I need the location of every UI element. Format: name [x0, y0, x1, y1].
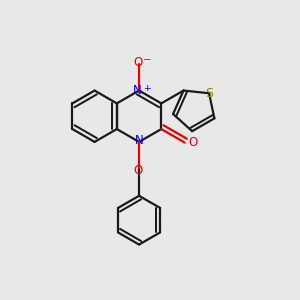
- Text: +: +: [143, 84, 151, 93]
- Text: −: −: [143, 55, 152, 64]
- Text: O: O: [133, 56, 142, 69]
- Text: N: N: [133, 84, 142, 97]
- Text: O: O: [189, 136, 198, 149]
- Text: S: S: [205, 87, 213, 101]
- Text: N: N: [135, 134, 143, 147]
- Text: O: O: [134, 164, 143, 177]
